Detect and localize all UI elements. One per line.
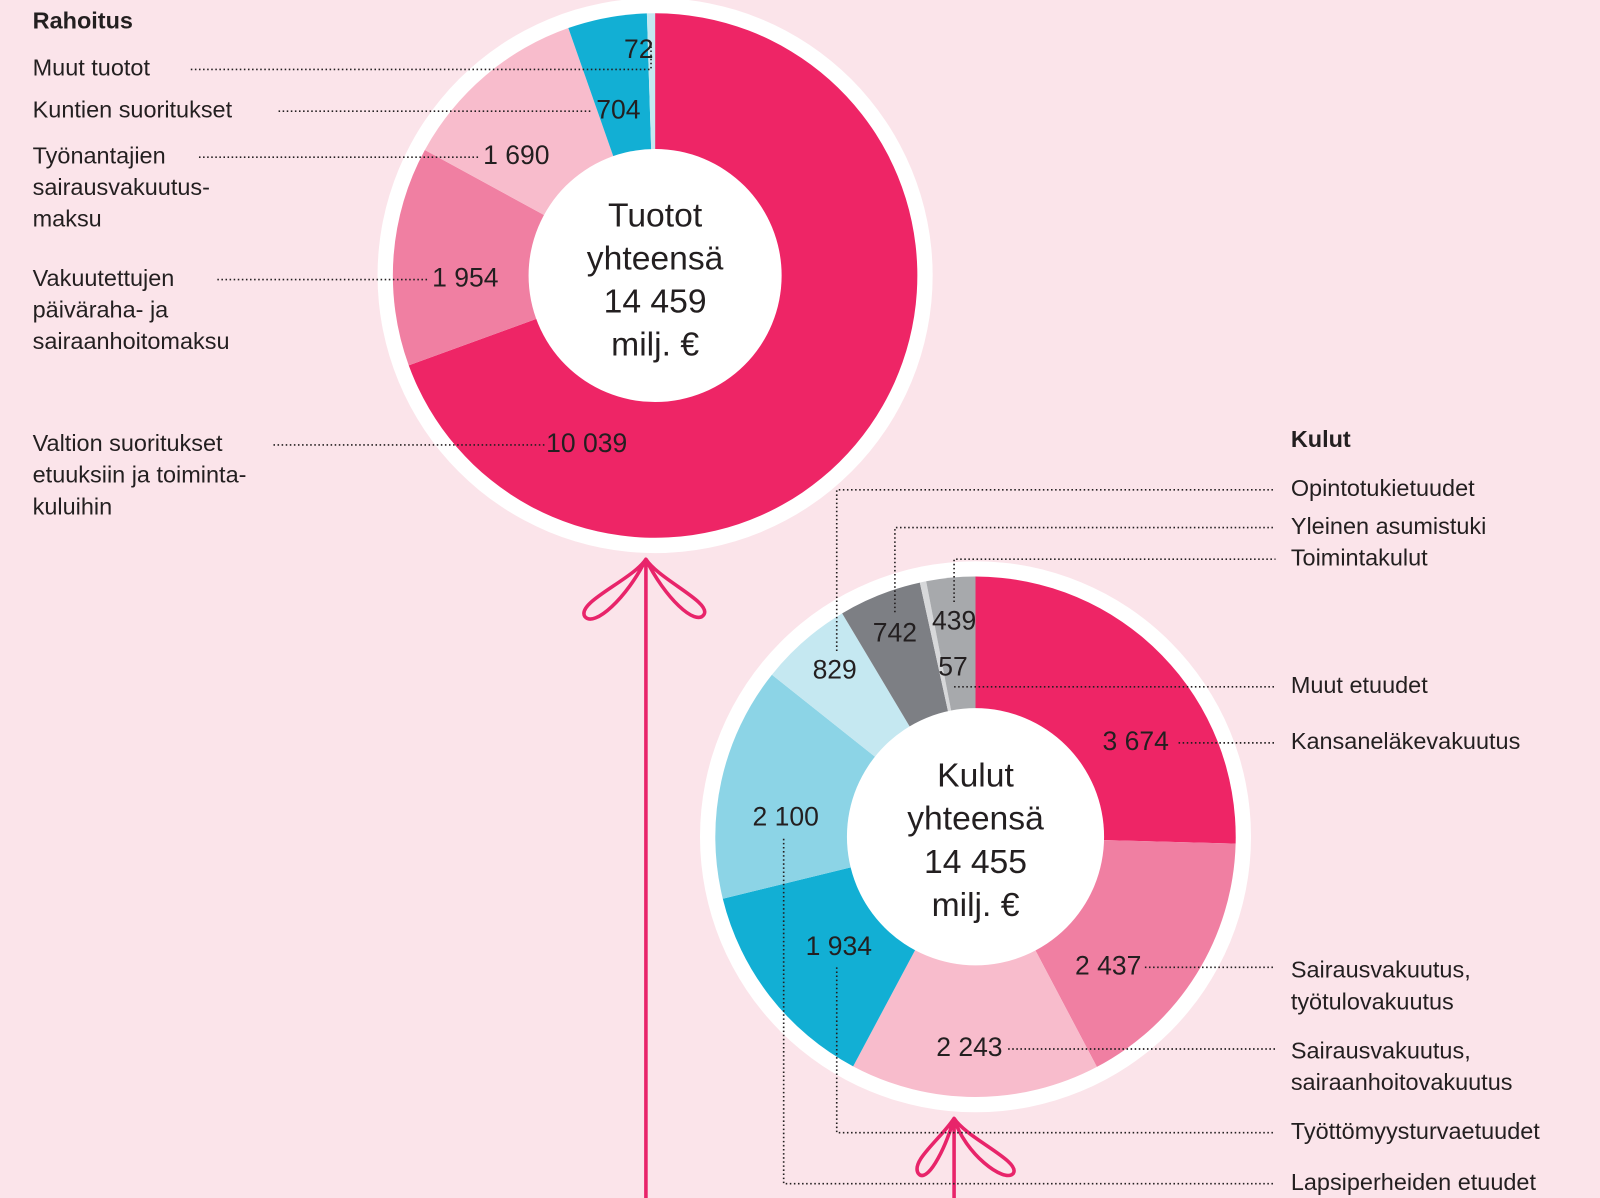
- category-label: päiväraha- ja: [33, 296, 170, 322]
- center-text: Tuotot: [608, 197, 703, 234]
- center-text: milj. €: [611, 327, 699, 364]
- chart-title: Rahoitus: [33, 8, 133, 34]
- category-label: Sairausvakuutus,: [1291, 957, 1471, 983]
- category-label: etuuksiin ja toiminta-: [33, 462, 247, 488]
- category-label: Kuntien suoritukset: [33, 96, 233, 122]
- value-label: 2 243: [936, 1032, 1002, 1062]
- category-label: Vakuutettujen: [33, 265, 175, 291]
- value-label: 2 437: [1075, 950, 1141, 980]
- value-label: 2 100: [753, 801, 819, 831]
- value-label: 439: [932, 605, 976, 635]
- category-label: Muut etuudet: [1291, 672, 1428, 698]
- category-label: Lapsiperheiden etuudet: [1291, 1169, 1537, 1195]
- category-label: sairausvakuutus-: [33, 174, 210, 200]
- chart-title: Kulut: [1291, 426, 1351, 452]
- category-label: Työttömyysturvaetuudet: [1291, 1118, 1540, 1144]
- center-text: Kulut: [937, 757, 1014, 794]
- center-text: yhteensä: [907, 801, 1044, 838]
- category-label: Valtion suoritukset: [33, 430, 223, 456]
- category-label: sairaanhoitovakuutus: [1291, 1069, 1513, 1095]
- donut-chart: Tuotot yhteensä 14 459 milj. € Rahoitus Valti…: [33, 0, 933, 553]
- category-label: Yleinen asumistuki: [1291, 513, 1487, 539]
- value-label: 829: [813, 654, 857, 684]
- value-label: 3 674: [1103, 726, 1169, 756]
- category-label: sairaanhoitomaksu: [33, 328, 230, 354]
- category-label: Kansaneläkevakuutus: [1291, 728, 1520, 754]
- center-text: yhteensä: [587, 240, 724, 277]
- center-text: 14 455: [924, 844, 1027, 881]
- center-text: milj. €: [932, 887, 1020, 924]
- infographic: Tuotot yhteensä 14 459 milj. € Rahoitus Valti…: [0, 0, 1600, 1198]
- value-label: 1 934: [806, 931, 872, 961]
- category-label: kuluihin: [33, 493, 113, 519]
- value-label: 1 954: [432, 263, 498, 293]
- value-label: 57: [938, 651, 967, 681]
- category-label: Sairausvakuutus,: [1291, 1037, 1471, 1063]
- page: Tuotot yhteensä 14 459 milj. € Rahoitus Valti…: [0, 0, 1600, 1198]
- category-label: Opintotukietuudet: [1291, 475, 1475, 501]
- value-label: 1 690: [483, 140, 549, 170]
- value-label: 704: [596, 94, 640, 124]
- balloon-string: [584, 559, 705, 1198]
- category-label: maksu: [33, 206, 102, 232]
- category-label: Toimintakulut: [1291, 544, 1428, 570]
- value-label: 10 039: [546, 428, 627, 458]
- balloon-string: [917, 1118, 1014, 1198]
- value-label: 72: [624, 34, 653, 64]
- category-label: Muut tuotot: [33, 55, 151, 81]
- category-label: työtulovakuutus: [1291, 988, 1454, 1014]
- center-text: 14 459: [604, 284, 707, 321]
- category-label: Työnantajien: [33, 142, 166, 168]
- donut-chart: Kulut yhteensä 14 455 milj. € Kulut Kansanelä…: [700, 426, 1540, 1195]
- value-label: 742: [873, 618, 917, 648]
